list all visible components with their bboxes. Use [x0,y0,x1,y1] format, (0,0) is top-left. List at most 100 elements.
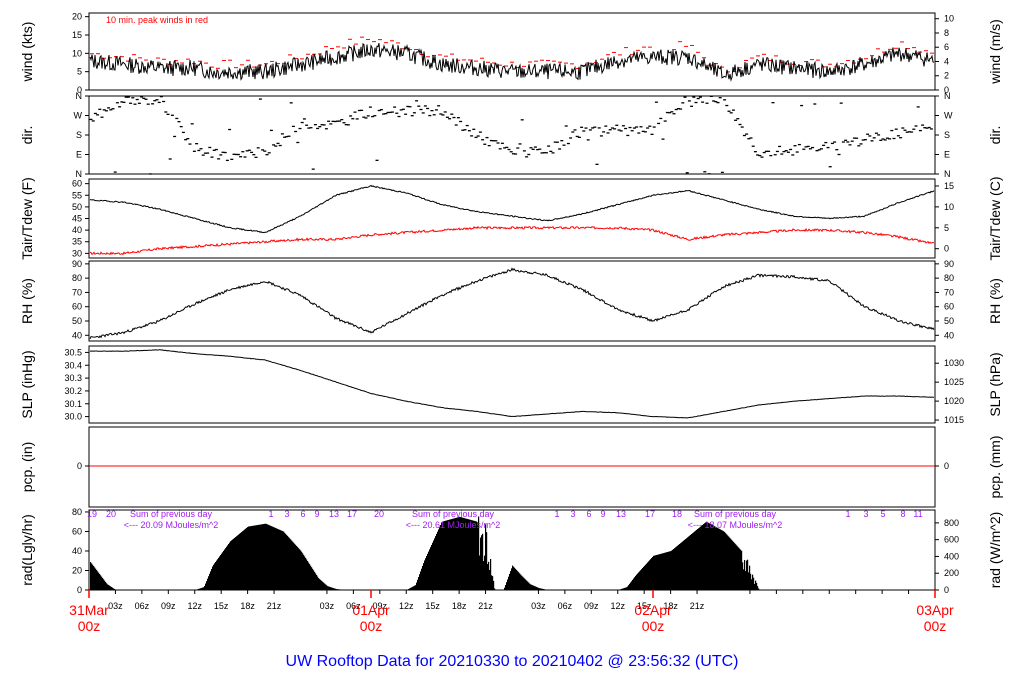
radiation-bar [105,581,107,590]
radiation-bar [246,527,248,590]
radiation-bar [199,588,201,590]
radiation-bar [333,588,335,590]
radiation-bar [719,528,721,590]
radiation-bar [544,589,546,590]
humidity-line [89,267,935,340]
radiation-bar [747,559,749,590]
sun-hour-label: 13 [616,509,626,519]
radiation-bar [537,587,539,590]
dir-left-tick-label: S [76,130,82,140]
temp-right-tick-label: 15 [944,181,954,191]
wind-right-tick-label: 6 [944,42,949,52]
rad-right-tick-label: 400 [944,551,959,561]
radiation-bar [536,586,538,590]
slp-right-tick-label: 1015 [944,415,964,425]
radiation-bar [464,518,466,590]
temp-left-tick-label: 60 [72,179,82,189]
radiation-bar [291,540,293,590]
radiation-bar [317,576,319,590]
rad-ylabel-right: rad (W/m^2) [987,512,1003,589]
radiation-bar [457,517,459,590]
radiation-bar [245,528,247,590]
radiation-bar [331,587,333,590]
radiation-bar [314,571,316,590]
radiation-bar [535,586,537,590]
x-axis: 03z 06z 09z 12z 15z 18z 21z 03z 06z 09z 12z 15z 18z 2… [69,590,954,634]
radiation-bar [112,587,114,590]
x-date-label: 03Apr [916,602,954,618]
radiation-bar [230,541,232,590]
radiation-bar [422,565,424,590]
radiation-bar [513,566,515,590]
radiation-bar [711,524,713,590]
daily-sum-value: <--- 20.09 MJoules/m^2 [124,520,219,530]
radiation-bar [260,524,262,590]
radiation-bar [756,582,758,590]
radiation-bar [316,574,318,590]
wind-left-tick-label: 0 [77,85,82,95]
radiation-bar [680,543,682,590]
radiation-bar [465,518,467,590]
radiation-bar [712,525,714,590]
x-date-label: 01Apr [352,602,390,618]
radiation-bar [480,537,482,590]
radiation-bar [270,525,272,590]
radiation-bar [303,554,305,590]
radiation-bar [625,587,627,590]
radiation-bar [751,579,753,590]
radiation-bar [453,518,455,590]
pcp-right-tick-label: 0 [944,461,949,471]
x-date-label: 31Mar [69,602,109,618]
radiation-bar [235,537,237,590]
radiation-bar [728,536,730,590]
wind-left-tick-label: 10 [72,48,82,58]
radiation-bar [264,523,266,590]
radiation-bar [255,525,257,590]
radiation-bar [447,520,449,590]
radiation-bar [466,518,468,590]
radiation-bar [679,544,681,590]
radiation-bar [726,534,728,590]
radiation-bar [731,539,733,590]
radiation-bar [444,521,446,590]
radiation-bar [639,571,641,590]
radiation-bar [641,569,643,590]
radiation-bar [233,538,235,590]
radiation-bar [521,575,523,590]
radiation-bar [750,573,752,590]
radiation-bar [315,573,317,590]
radiation-bar [459,516,461,590]
radiation-bar [721,530,723,590]
radiation-bar [299,549,301,590]
rad-left-tick-label: 80 [72,507,82,517]
radiation-bar [415,585,417,590]
radiation-bar [492,576,494,590]
radiation-bar [746,560,748,590]
radiation-bar [487,564,489,590]
radiation-bar [258,524,260,590]
radiation-bar [512,565,514,590]
radiation-bar [477,522,479,590]
radiation-bar [100,575,102,590]
radiation-bar [416,582,418,590]
x-hour-label: 15z [637,601,652,611]
radiation-bar [526,580,528,590]
radiation-bar [688,536,690,590]
radiation-bar [620,589,622,590]
rh-ylabel-right: RH (%) [987,278,1003,324]
radiation-bar [454,518,456,590]
slp-left-tick-label: 30.0 [64,412,82,422]
radiation-bar [223,550,225,590]
radiation-bar [651,558,653,590]
radiation-bar [244,529,246,590]
wind-annotation: 10 min. peak winds in red [106,15,208,25]
radiation-bar [715,526,717,590]
radiation-bar [268,524,270,590]
radiation-bar [484,555,486,590]
x-hour-label: 06z [346,601,361,611]
rh-left-tick-label: 60 [72,302,82,312]
radiation-bar [646,563,648,590]
radiation-bar [434,538,436,590]
dir-left-tick-label: N [76,91,83,101]
